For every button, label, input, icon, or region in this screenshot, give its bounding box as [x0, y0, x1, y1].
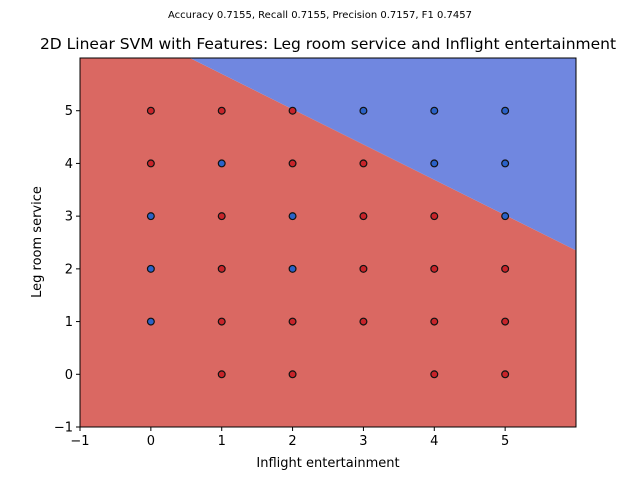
data-point-red	[217, 106, 226, 115]
data-point-blue	[146, 317, 155, 326]
x-tick-label: 1	[218, 434, 226, 449]
x-tick-label: 3	[359, 434, 367, 449]
data-point-red	[288, 370, 297, 379]
data-point-blue	[146, 264, 155, 273]
x-tick-label: 0	[147, 434, 155, 449]
data-points	[146, 106, 510, 379]
data-point-red	[359, 159, 368, 168]
x-axis-ticks: −1 0 1 2 3 4 5	[70, 427, 509, 449]
data-point-red	[288, 106, 297, 115]
chart-title: 2D Linear SVM with Features: Leg room se…	[40, 35, 616, 53]
region-above-boundary	[189, 58, 577, 251]
data-point-red	[430, 212, 439, 221]
data-point-red	[217, 317, 226, 326]
x-axis-label: Inflight entertainment	[256, 456, 399, 471]
data-point-red	[359, 264, 368, 273]
data-point-blue	[430, 159, 439, 168]
data-point-red	[430, 317, 439, 326]
y-tick-label: 0	[65, 368, 73, 383]
x-tick-label: 4	[430, 434, 438, 449]
data-point-red	[501, 264, 510, 273]
data-point-blue	[288, 212, 297, 221]
data-point-blue	[359, 106, 368, 115]
x-tick-label: 2	[288, 434, 296, 449]
data-point-red	[217, 370, 226, 379]
y-tick-label: 4	[65, 157, 73, 172]
data-point-blue	[146, 212, 155, 221]
x-tick-label: 5	[501, 434, 509, 449]
data-point-red	[217, 212, 226, 221]
metrics-suptitle: Accuracy 0.7155, Recall 0.7155, Precisio…	[168, 10, 472, 21]
region-below-boundary	[80, 58, 576, 427]
data-point-red	[359, 317, 368, 326]
data-point-red	[217, 264, 226, 273]
y-tick-label: 2	[65, 262, 73, 277]
data-point-blue	[430, 106, 439, 115]
y-axis-ticks: −1 0 1 2 3 4 5	[54, 104, 80, 436]
data-point-red	[146, 106, 155, 115]
data-point-blue	[501, 159, 510, 168]
data-point-blue	[501, 212, 510, 221]
data-point-red	[430, 370, 439, 379]
y-tick-label: 1	[65, 315, 73, 330]
y-tick-label: 3	[65, 210, 73, 225]
data-point-red	[146, 159, 155, 168]
axes-frame	[79, 57, 577, 428]
plot-area	[79, 57, 577, 428]
data-point-red	[288, 317, 297, 326]
x-tick-label: −1	[70, 434, 89, 449]
y-axis-label: Leg room service	[30, 186, 45, 298]
data-point-red	[501, 317, 510, 326]
data-point-blue	[501, 106, 510, 115]
y-tick-label: 5	[65, 104, 73, 119]
y-tick-label: −1	[54, 421, 73, 436]
data-point-blue	[288, 264, 297, 273]
data-point-red	[501, 370, 510, 379]
data-point-blue	[217, 159, 226, 168]
data-point-red	[430, 264, 439, 273]
data-point-red	[359, 212, 368, 221]
data-point-red	[288, 159, 297, 168]
